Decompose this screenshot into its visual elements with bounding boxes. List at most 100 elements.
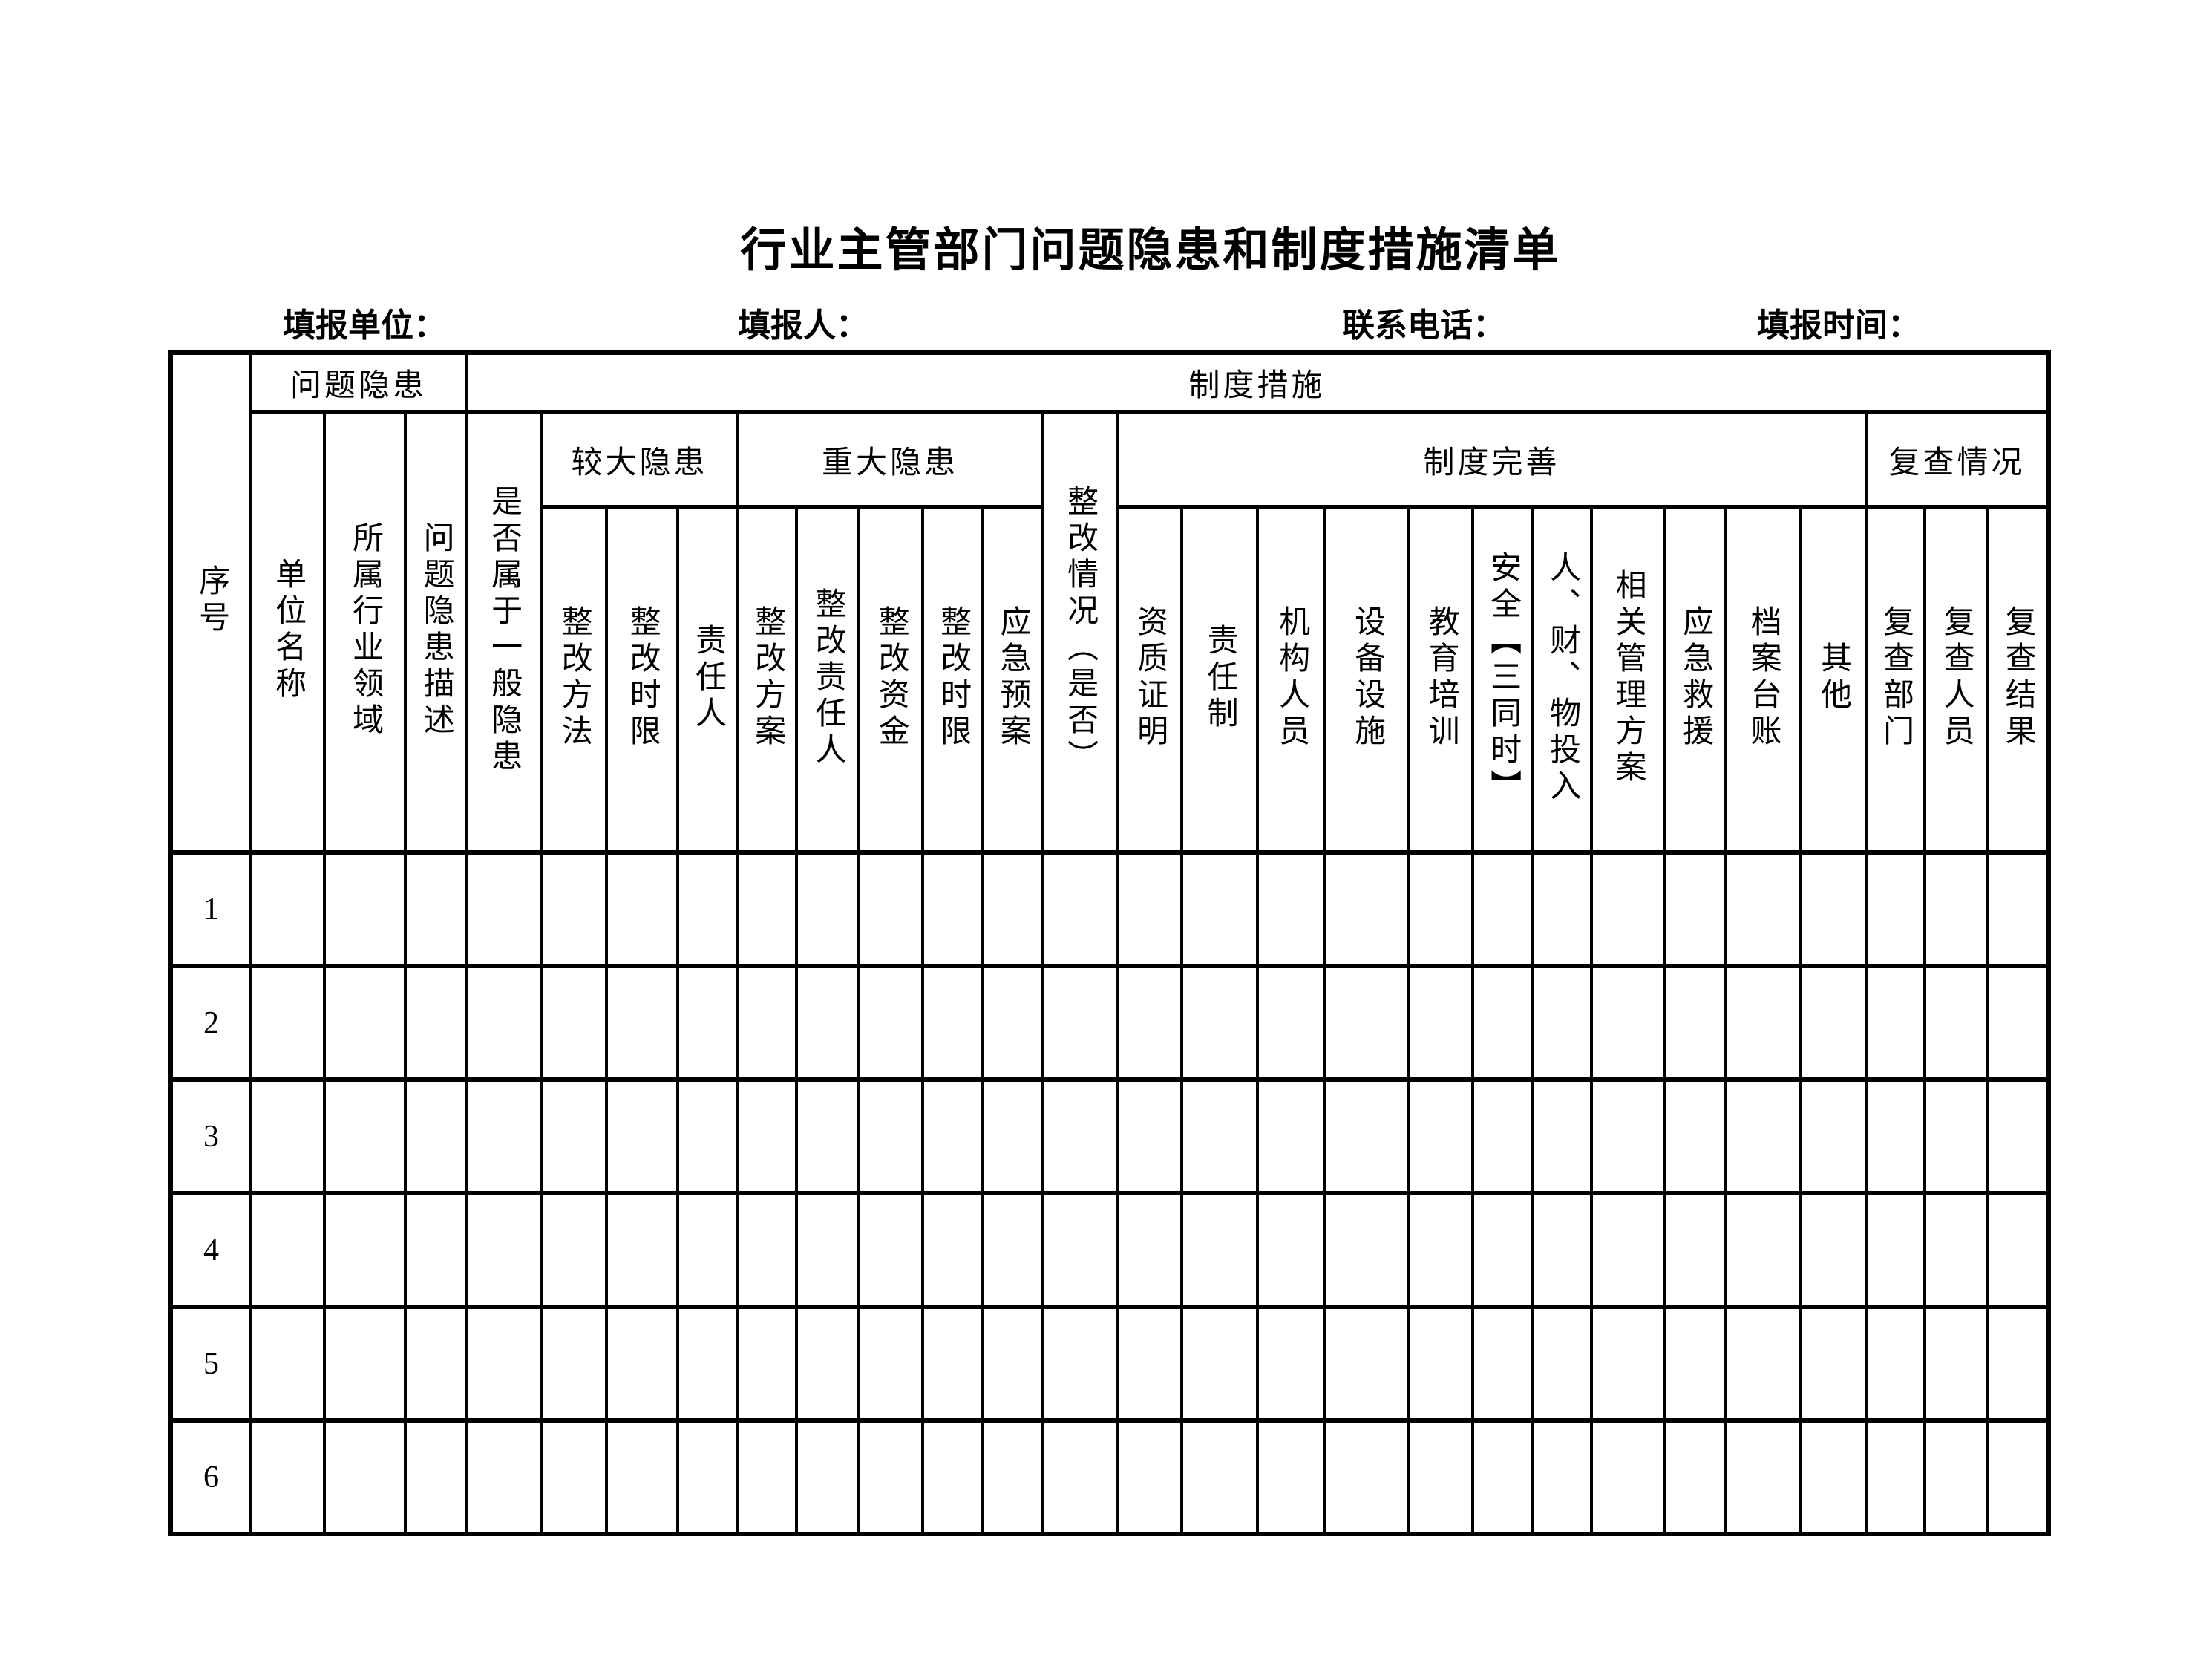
empty-cell xyxy=(1923,1305,1989,1423)
empty-cell xyxy=(1799,964,1868,1082)
empty-cell xyxy=(1531,1077,1593,1195)
empty-cell xyxy=(1985,1191,2051,1309)
empty-cell xyxy=(404,1305,468,1423)
col-header-rectify-responsible: 整改责任人 xyxy=(795,505,860,855)
empty-cell xyxy=(857,1077,924,1195)
col-header-archives-ledger: 档案台账 xyxy=(1724,505,1802,855)
col-header-other-label: 其他 xyxy=(1816,642,1851,714)
empty-cell xyxy=(1471,1305,1534,1423)
empty-cell xyxy=(1180,1077,1259,1195)
table-header: 序号 问题隐患 制度措施 单位名称 所属行业领域 问题隐患描述 是否属于一般隐患… xyxy=(169,350,2051,855)
empty-cell xyxy=(1799,1305,1868,1423)
col-header-emergency-rescue: 应急救援 xyxy=(1663,505,1727,855)
empty-cell xyxy=(1663,850,1727,968)
col-header-industry-field: 所属行业领域 xyxy=(323,410,407,855)
empty-cell xyxy=(795,1077,860,1195)
empty-cell xyxy=(921,1191,984,1309)
empty-cell xyxy=(1471,964,1534,1082)
empty-cell xyxy=(1116,1077,1183,1195)
empty-cell xyxy=(249,1191,326,1309)
col-header-other: 其他 xyxy=(1799,505,1868,855)
empty-cell xyxy=(1256,850,1326,968)
empty-cell xyxy=(1041,1191,1119,1309)
empty-cell xyxy=(1663,1191,1727,1309)
header-row-groups-1: 序号 问题隐患 制度措施 xyxy=(169,350,2051,855)
col-header-safety-three-simultaneous-label: 安全【三同时】 xyxy=(1485,550,1520,806)
empty-cell xyxy=(921,1418,984,1536)
col-header-rectify-status-label: 整改情况（是否） xyxy=(1062,485,1097,776)
empty-cell xyxy=(404,964,468,1082)
empty-cell xyxy=(404,1191,468,1309)
empty-cell xyxy=(981,1418,1044,1536)
empty-cell xyxy=(1323,850,1410,968)
empty-cell xyxy=(795,1191,860,1309)
label-reporting-person: 填报人： xyxy=(738,307,868,344)
empty-cell xyxy=(795,964,860,1082)
empty-cell xyxy=(676,1305,739,1423)
row-number-cell: 5 xyxy=(169,1305,252,1423)
col-header-review-personnel: 复查人员 xyxy=(1923,505,1989,855)
empty-cell xyxy=(1799,850,1868,968)
empty-cell xyxy=(1323,964,1410,1082)
empty-cell xyxy=(1323,1191,1410,1309)
row-number-cell: 2 xyxy=(169,964,252,1082)
empty-cell xyxy=(857,850,924,968)
col-header-qualification-cert: 资质证明 xyxy=(1116,505,1183,855)
empty-cell xyxy=(1923,1191,1989,1309)
col-header-unit-name-label: 单位名称 xyxy=(270,558,305,703)
empty-cell xyxy=(465,1305,543,1423)
row-number-cell: 4 xyxy=(169,1191,252,1309)
label-reporting-date: 填报时间： xyxy=(1757,307,1920,344)
empty-cell xyxy=(795,1418,860,1536)
empty-cell xyxy=(1985,1077,2051,1195)
col-header-org-personnel: 机构人员 xyxy=(1256,505,1326,855)
empty-cell xyxy=(605,850,679,968)
empty-cell xyxy=(249,1418,326,1536)
row-number-cell: 1 xyxy=(169,850,252,968)
empty-cell xyxy=(605,964,679,1082)
table-row: 1 xyxy=(169,850,2051,968)
empty-cell xyxy=(736,1191,798,1309)
empty-cell xyxy=(1724,1191,1802,1309)
empty-cell xyxy=(1407,1418,1474,1536)
empty-cell xyxy=(323,1191,407,1309)
group-header-major-hazard: 较大隐患 xyxy=(540,410,739,509)
empty-cell xyxy=(1407,1191,1474,1309)
col-header-general-hazard-label: 是否属于一般隐患 xyxy=(486,485,521,776)
empty-cell xyxy=(795,1305,860,1423)
empty-cell xyxy=(1471,1191,1534,1309)
empty-cell xyxy=(1590,1418,1666,1536)
empty-cell xyxy=(736,964,798,1082)
empty-cell xyxy=(540,964,608,1082)
col-header-general-hazard: 是否属于一般隐患 xyxy=(465,410,543,855)
col-header-rectify-status: 整改情况（是否） xyxy=(1041,410,1119,855)
empty-cell xyxy=(1663,964,1727,1082)
empty-cell xyxy=(1531,1191,1593,1309)
empty-cell xyxy=(1323,1305,1410,1423)
empty-cell xyxy=(1923,1077,1989,1195)
corner-header-serial-number: 序号 xyxy=(169,350,252,855)
row-number-cell: 6 xyxy=(169,1418,252,1536)
col-header-emergency-plan: 应急预案 xyxy=(981,505,1044,855)
empty-cell xyxy=(1180,1305,1259,1423)
empty-cell xyxy=(1590,964,1666,1082)
col-header-rectify-deadline: 整改时限 xyxy=(605,505,679,855)
label-reporting-unit: 填报单位： xyxy=(283,307,446,344)
empty-cell xyxy=(404,850,468,968)
empty-cell xyxy=(676,1191,739,1309)
empty-cell xyxy=(323,964,407,1082)
empty-cell xyxy=(921,850,984,968)
col-header-education-training: 教育培训 xyxy=(1407,505,1474,855)
empty-cell xyxy=(1724,1418,1802,1536)
col-header-review-result-label: 复查结果 xyxy=(2000,605,2035,751)
col-header-responsibility-system-label: 责任制 xyxy=(1202,623,1237,733)
header-row-leaf-columns: 整改方法 整改时限 责任人 整改方案 整改责任人 整改资金 整改时限 应急预案 … xyxy=(171,505,2051,855)
empty-cell xyxy=(1865,1418,1926,1536)
col-header-hazard-description-label: 问题隐患描述 xyxy=(419,521,454,740)
col-header-org-personnel-label: 机构人员 xyxy=(1274,605,1309,751)
col-header-rectify-method: 整改方法 xyxy=(540,505,608,855)
col-header-review-department-label: 复查部门 xyxy=(1878,605,1913,751)
empty-cell xyxy=(736,850,798,968)
empty-cell xyxy=(1663,1077,1727,1195)
